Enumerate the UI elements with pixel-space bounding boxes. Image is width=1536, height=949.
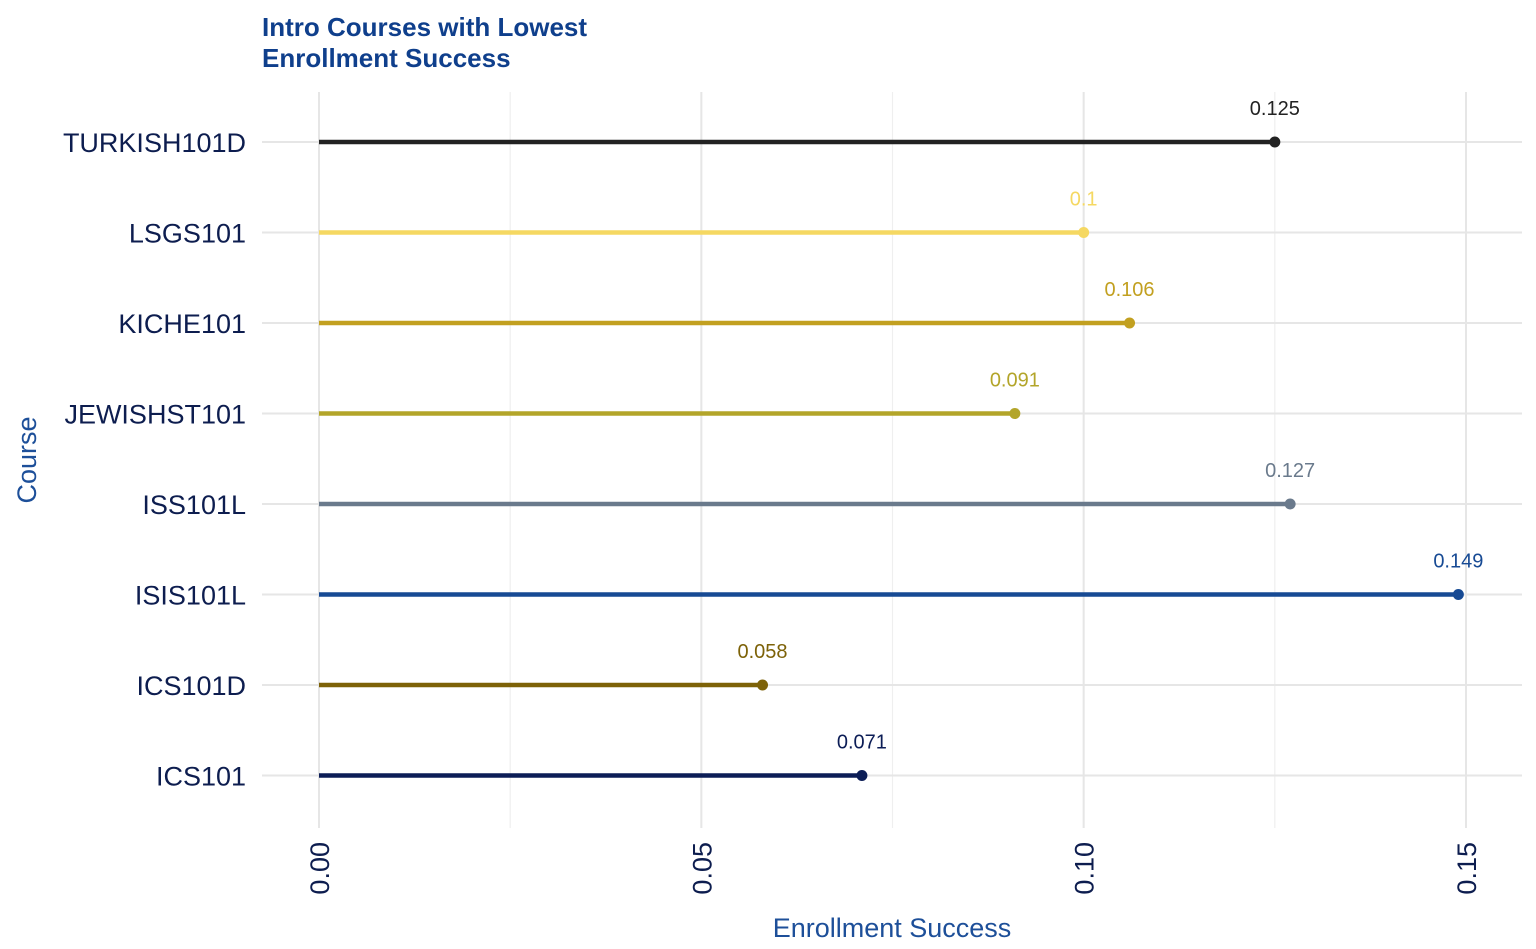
x-tick-label: 0.10 xyxy=(1070,842,1100,895)
y-axis-label: Course xyxy=(12,416,42,503)
chart-title-line: Enrollment Success xyxy=(262,43,511,73)
data-label: 0.1 xyxy=(1070,189,1098,211)
data-label: 0.071 xyxy=(837,732,887,754)
data-label: 0.125 xyxy=(1250,98,1300,120)
lollipop-point xyxy=(1124,317,1136,329)
lollipop-point xyxy=(856,770,868,781)
x-tick-label: 0.15 xyxy=(1452,842,1482,895)
lollipop-point xyxy=(1009,408,1021,419)
y-axis-tick-labels: TURKISH101D LSGS101 KICHE101 JEWISHST101 ISS… xyxy=(63,128,246,792)
data-label: 0.058 xyxy=(737,641,787,663)
data-label: 0.127 xyxy=(1265,460,1315,482)
y-tick-label: KICHE101 xyxy=(118,309,246,339)
data-label: 0.149 xyxy=(1433,551,1483,573)
x-axis-tick-labels: 0.00 0.05 0.10 0.15 xyxy=(305,842,1482,895)
data-label: 0.106 xyxy=(1105,279,1155,301)
lollipop-point xyxy=(1452,589,1464,600)
lollipop-point xyxy=(1284,498,1296,510)
y-tick-label: TURKISH101D xyxy=(63,128,246,158)
lollipop-point xyxy=(1269,136,1281,148)
y-tick-label: LSGS101 xyxy=(129,219,246,249)
y-tick-label: JEWISHST101 xyxy=(64,400,246,430)
y-tick-label: ICS101D xyxy=(136,671,246,701)
chart-title-line: Intro Courses with Lowest xyxy=(262,12,587,42)
grid-lines xyxy=(262,92,1522,828)
y-tick-label: ISS101L xyxy=(142,490,246,520)
x-tick-label: 0.05 xyxy=(687,842,717,895)
y-tick-label: ICS101 xyxy=(156,762,246,792)
lollipop-point xyxy=(1078,227,1090,238)
data-label: 0.091 xyxy=(990,370,1040,392)
lollipop-marks: 0.125 0.1 0.106 0.091 0.127 0.149 0.058 0.071 xyxy=(319,98,1483,781)
x-axis-label: Enrollment Success xyxy=(773,913,1012,943)
lollipop-point xyxy=(757,679,769,691)
y-tick-label: ISIS101L xyxy=(135,581,246,611)
x-tick-label: 0.00 xyxy=(305,842,335,895)
